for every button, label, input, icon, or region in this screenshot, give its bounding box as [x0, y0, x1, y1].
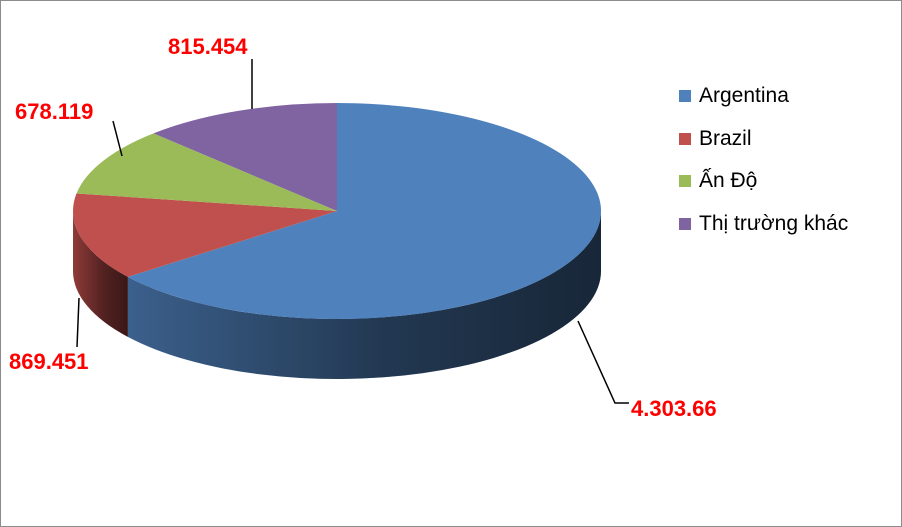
leader-line	[76, 297, 80, 348]
legend-swatch	[679, 175, 691, 188]
legend-item: Argentina	[679, 75, 894, 118]
chart-legend: Argentina Brazil Ấn Độ Thị trường khác	[679, 75, 894, 245]
legend-item: Thị trường khác	[679, 203, 894, 246]
legend-swatch	[679, 217, 691, 230]
pie-slice	[72, 193, 337, 277]
data-label: 4.303.66	[631, 396, 717, 421]
data-label: 869.451	[9, 349, 89, 374]
pie-slice-side-shade	[127, 211, 601, 380]
legend-label: Argentina	[699, 84, 789, 108]
pie-slice-side-shade	[73, 211, 128, 337]
leader-line	[112, 120, 123, 157]
legend-label: Ấn Độ	[699, 169, 758, 193]
data-label: 815.454	[168, 34, 248, 59]
legend-item: Brazil	[679, 118, 894, 161]
legend-label: Thị trường khác	[699, 211, 849, 235]
legend-swatch	[679, 132, 691, 145]
pie-slice	[127, 103, 602, 319]
pie-slice	[153, 103, 337, 211]
leader-line	[577, 320, 629, 404]
data-label: 678.119	[15, 99, 93, 124]
legend-item: Ấn Độ	[679, 160, 894, 203]
pie-slice	[76, 133, 338, 211]
legend-swatch	[679, 90, 691, 103]
legend-label: Brazil	[699, 126, 752, 150]
